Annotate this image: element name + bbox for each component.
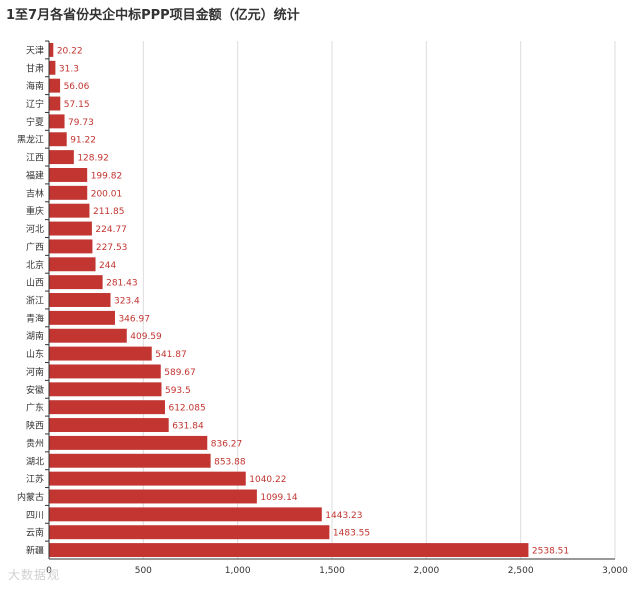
bar [49, 221, 92, 236]
bar [49, 293, 111, 307]
bar [49, 167, 88, 182]
category-label: 四川 [26, 511, 44, 521]
category-label: 湖北 [26, 456, 44, 467]
bar [49, 114, 65, 129]
category-label: 广东 [26, 402, 44, 414]
data-label: 541.87 [155, 350, 187, 360]
bar [49, 435, 208, 450]
x-tick-label: 1,000 [225, 566, 251, 576]
bar [49, 78, 61, 93]
data-label: 79.73 [68, 118, 94, 128]
data-label: 346.97 [118, 314, 150, 324]
category-label: 宁夏 [26, 116, 44, 128]
category-label: 安徽 [26, 384, 44, 396]
bar [49, 346, 152, 361]
category-label: 福建 [26, 169, 44, 181]
category-label: 黑龙江 [17, 134, 44, 146]
category-label: 北京 [26, 259, 44, 271]
bar [49, 328, 127, 343]
data-label: 211.85 [93, 207, 125, 217]
data-label: 57.15 [64, 100, 90, 110]
data-label: 281.43 [106, 279, 138, 289]
category-label: 河南 [26, 366, 44, 378]
bar [49, 400, 165, 415]
bar [49, 471, 246, 486]
category-label: 天津 [26, 45, 44, 56]
data-label: 409.59 [130, 332, 162, 342]
data-label: 612.085 [168, 404, 205, 414]
category-label: 湖南 [26, 330, 44, 342]
bar [49, 382, 162, 397]
bar [49, 489, 257, 504]
bar [49, 310, 115, 325]
bar [49, 364, 161, 379]
category-label: 江苏 [26, 473, 44, 485]
data-label: 199.82 [91, 171, 123, 181]
x-tick-label: 0 [46, 566, 52, 576]
x-tick-label: 1,500 [319, 566, 345, 576]
data-label: 31.3 [59, 64, 79, 74]
category-label: 贵州 [26, 437, 44, 449]
x-tick-label: 2,500 [508, 566, 534, 576]
data-label: 91.22 [70, 136, 96, 146]
category-label: 山东 [26, 348, 44, 360]
data-label: 56.06 [64, 82, 90, 92]
data-label: 589.67 [164, 368, 196, 378]
category-label: 海南 [26, 80, 44, 92]
category-label: 浙江 [26, 295, 44, 307]
bar [49, 150, 74, 165]
category-label: 新疆 [26, 545, 44, 557]
bar [49, 132, 67, 147]
x-tick-label: 500 [135, 566, 152, 576]
bar [49, 203, 90, 218]
category-label: 陕西 [26, 420, 44, 432]
category-label: 甘肃 [26, 62, 44, 74]
x-tick-label: 3,000 [602, 566, 628, 576]
bar [49, 239, 93, 254]
bar [49, 185, 88, 200]
bar [49, 96, 61, 111]
bar [49, 543, 529, 558]
bar [49, 418, 169, 433]
data-label: 200.01 [91, 189, 123, 199]
category-label: 山西 [26, 278, 44, 289]
category-label: 吉林 [26, 187, 44, 199]
chart-title: 1至7月各省份央企中标PPP项目金额（亿元）统计 [6, 8, 300, 23]
bar [49, 453, 211, 468]
data-label: 1483.55 [333, 529, 370, 539]
data-label: 20.22 [57, 46, 83, 56]
x-tick-label: 2,000 [413, 566, 439, 576]
data-label: 836.27 [211, 439, 243, 449]
bar [49, 507, 322, 522]
category-label: 广西 [26, 241, 44, 253]
data-label: 128.92 [77, 154, 109, 164]
bar [49, 275, 103, 290]
category-label: 云南 [26, 527, 44, 539]
category-label: 河北 [26, 223, 44, 235]
bar [49, 42, 54, 57]
bar [49, 257, 96, 272]
data-label: 244 [99, 261, 116, 271]
data-label: 593.5 [165, 386, 191, 396]
data-label: 323.4 [114, 297, 140, 307]
data-label: 853.88 [214, 457, 246, 467]
data-label: 631.84 [172, 422, 204, 432]
category-label: 内蒙古 [17, 491, 44, 503]
category-label: 辽宁 [26, 98, 44, 110]
category-label: 重庆 [26, 205, 44, 217]
category-label: 江西 [26, 153, 44, 164]
category-label: 青海 [26, 312, 44, 324]
data-label: 227.53 [96, 243, 128, 253]
bar [49, 525, 330, 540]
data-label: 1099.14 [260, 493, 297, 503]
data-label: 1443.23 [325, 511, 362, 521]
watermark: 大数据观 [8, 568, 61, 582]
data-label: 224.77 [95, 225, 127, 235]
bar [49, 60, 56, 75]
data-label: 2538.51 [532, 547, 569, 557]
data-label: 1040.22 [249, 475, 286, 485]
